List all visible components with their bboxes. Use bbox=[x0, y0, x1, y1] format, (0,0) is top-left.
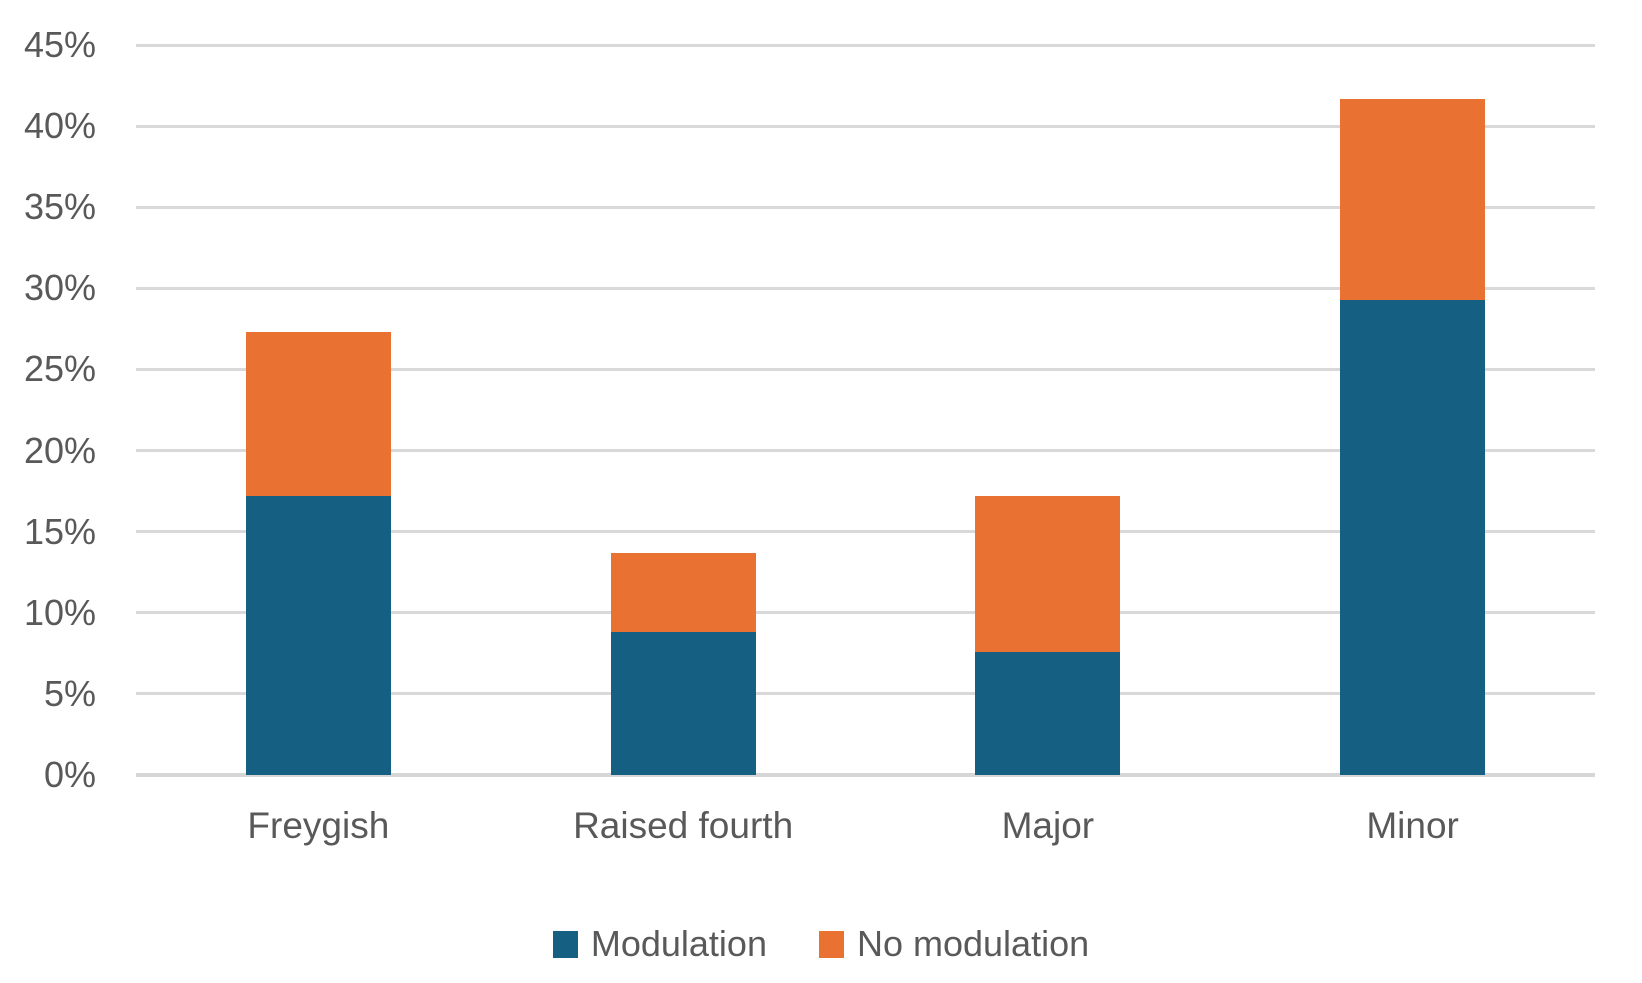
bar-raised-fourth-no-modulation bbox=[610, 552, 756, 633]
x-axis-category-label-minor: Minor bbox=[1366, 805, 1459, 846]
gridline-20 bbox=[136, 449, 1595, 453]
bar-major-modulation bbox=[975, 651, 1121, 775]
bar-raised-fourth-modulation bbox=[610, 632, 756, 775]
bar-minor-modulation bbox=[1340, 299, 1486, 775]
x-axis-category-label-major: Major bbox=[1001, 805, 1095, 846]
y-axis-tick-label-25: 25% bbox=[23, 348, 96, 390]
modulation-color-swatch-icon bbox=[552, 930, 578, 958]
y-axis-tick-label-45: 45% bbox=[23, 24, 96, 65]
no-modulation-color-swatch-icon bbox=[818, 930, 844, 958]
gridline-30 bbox=[136, 286, 1595, 290]
chart-legend: Modulation No modulation bbox=[0, 922, 1642, 966]
gridline-45 bbox=[136, 43, 1595, 47]
y-axis-tick-label-20: 20% bbox=[23, 429, 96, 471]
legend-label-no-modulation: No modulation bbox=[856, 923, 1090, 964]
bar-freygish-modulation bbox=[245, 495, 391, 775]
y-axis-tick-label-10: 10% bbox=[23, 591, 96, 633]
y-axis-tick-label-15: 15% bbox=[23, 510, 96, 552]
gridline-5 bbox=[136, 692, 1595, 696]
gridline-40 bbox=[136, 124, 1595, 128]
x-axis-line bbox=[136, 773, 1595, 777]
y-axis-tick-label-30: 30% bbox=[23, 267, 96, 309]
bar-minor-no-modulation bbox=[1340, 98, 1486, 300]
y-axis-tick-label-35: 35% bbox=[23, 186, 96, 228]
bar-freygish-no-modulation bbox=[245, 332, 391, 496]
legend-label-modulation: Modulation bbox=[590, 923, 767, 964]
bar-major-no-modulation bbox=[975, 495, 1121, 652]
y-axis-tick-label-5: 5% bbox=[43, 672, 96, 714]
y-axis-tick-label-40: 40% bbox=[23, 105, 96, 147]
gridline-10 bbox=[136, 611, 1595, 615]
y-axis-tick-label-0: 0% bbox=[43, 754, 96, 795]
gridline-15 bbox=[136, 530, 1595, 534]
legend-item-no-modulation: No modulation bbox=[818, 923, 1090, 964]
legend-item-modulation: Modulation bbox=[552, 923, 767, 964]
gridline-25 bbox=[136, 367, 1595, 371]
gridline-35 bbox=[136, 205, 1595, 209]
x-axis-category-label-freygish: Freygish bbox=[247, 805, 390, 846]
x-axis-category-label-raised-fourth: Raised fourth bbox=[573, 805, 794, 846]
